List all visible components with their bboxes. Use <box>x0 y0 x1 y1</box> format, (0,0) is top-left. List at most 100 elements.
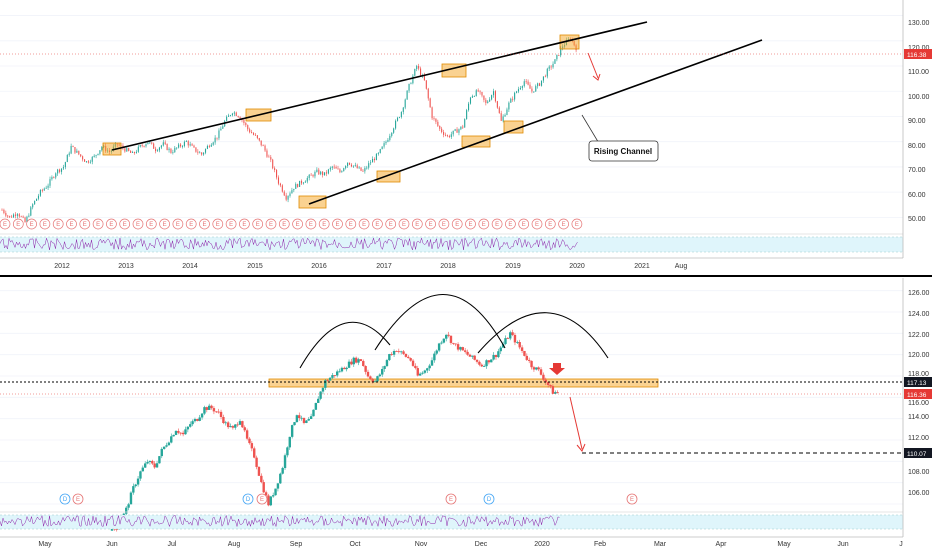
earnings-marker[interactable]: E <box>518 218 530 230</box>
candle-body <box>421 372 424 374</box>
earnings-marker[interactable]: E <box>491 218 503 230</box>
head-arc[interactable] <box>374 294 506 351</box>
bottom-candles[interactable] <box>110 329 559 532</box>
earnings-marker[interactable]: E <box>0 218 11 230</box>
earnings-marker[interactable]: E <box>52 218 64 230</box>
earnings-marker[interactable]: E <box>332 218 343 230</box>
earnings-marker[interactable]: E <box>225 218 237 230</box>
candle-body <box>480 364 483 367</box>
earnings-marker[interactable]: E <box>558 218 569 230</box>
earnings-marker[interactable]: E <box>72 493 84 505</box>
candle-body <box>30 207 32 216</box>
earnings-marker[interactable]: E <box>345 218 357 230</box>
candle-body <box>74 147 76 153</box>
event-letter: E <box>123 222 127 228</box>
candle-body <box>404 99 406 108</box>
candle-body <box>527 81 529 85</box>
candle-body <box>552 63 554 68</box>
bottom-price-pane[interactable]: D E D E E D E <box>0 278 932 548</box>
earnings-marker[interactable]: E <box>372 218 383 230</box>
candle-body <box>333 166 335 168</box>
right-shoulder-arc[interactable] <box>477 312 609 359</box>
candle-body <box>368 163 370 168</box>
candle-body <box>49 179 51 186</box>
earnings-marker[interactable]: E <box>265 218 277 230</box>
earnings-marker[interactable]: E <box>26 218 37 230</box>
bottom-x-axis[interactable]: May Jun Jul Aug Sep Oct Nov Dec 2020 Feb… <box>38 541 902 548</box>
candle-body <box>22 216 24 218</box>
top-price-pane[interactable]: Rising Channel E E E E E E E E E E E E E E E E E E E E E E E E E… <box>0 0 932 270</box>
earnings-marker[interactable]: E <box>505 218 516 230</box>
earnings-marker[interactable]: E <box>12 218 24 230</box>
earnings-marker[interactable]: E <box>305 218 317 230</box>
earnings-marker[interactable]: E <box>119 218 131 230</box>
top-candles[interactable] <box>1 37 577 224</box>
earnings-marker[interactable]: E <box>318 218 330 230</box>
earnings-marker[interactable]: E <box>159 218 170 230</box>
earnings-marker[interactable]: E <box>39 218 51 230</box>
bottom-y-axis[interactable]: 126.00 124.00 122.00 120.00 118.00 116.0… <box>908 290 930 497</box>
candle-body <box>494 354 498 358</box>
bottom-event-markers[interactable]: D E D E E D E <box>59 493 638 505</box>
earnings-marker[interactable]: E <box>132 218 144 230</box>
candle-body <box>16 214 18 216</box>
top-y-axis[interactable]: 130.00 120.00 110.00 100.00 90.00 80.00 … <box>908 20 930 223</box>
dividend-marker[interactable]: D <box>242 493 254 505</box>
earnings-marker[interactable]: E <box>445 493 457 505</box>
earnings-marker[interactable]: E <box>451 218 463 230</box>
left-shoulder-arc[interactable] <box>299 321 391 369</box>
earnings-marker[interactable]: E <box>172 218 184 230</box>
earnings-marker[interactable]: E <box>106 218 117 230</box>
earnings-marker[interactable]: E <box>531 218 543 230</box>
candle-body <box>60 168 63 172</box>
candle-body <box>295 184 297 189</box>
candle-body <box>249 129 251 133</box>
earnings-marker[interactable]: E <box>465 218 476 230</box>
top-x-axis[interactable]: 2012 2013 2014 2015 2016 2017 2018 2019 … <box>54 263 687 270</box>
earnings-marker[interactable]: E <box>185 218 197 230</box>
earnings-marker[interactable]: E <box>398 218 410 230</box>
earnings-marker[interactable]: E <box>438 218 450 230</box>
event-letter: D <box>63 497 68 503</box>
earnings-marker[interactable]: E <box>544 218 556 230</box>
y-tick: 100.00 <box>908 94 930 101</box>
earnings-circle <box>518 218 530 230</box>
earnings-marker[interactable]: E <box>292 218 303 230</box>
earnings-marker[interactable]: E <box>256 493 268 505</box>
dividend-marker[interactable]: D <box>483 493 495 505</box>
earnings-marker[interactable]: E <box>199 218 210 230</box>
earnings-marker[interactable]: E <box>66 218 77 230</box>
earnings-marker[interactable]: E <box>79 218 91 230</box>
candle-body <box>320 171 322 175</box>
candle-body <box>198 417 201 421</box>
earnings-marker[interactable]: E <box>278 218 290 230</box>
candle-body <box>425 80 427 89</box>
earnings-marker[interactable]: E <box>145 218 157 230</box>
earnings-marker[interactable]: E <box>571 218 583 230</box>
earnings-circle <box>0 218 11 230</box>
candle-body <box>7 215 9 217</box>
channel-lower-line[interactable] <box>308 39 763 205</box>
channel-upper-line[interactable] <box>111 21 648 151</box>
earnings-marker[interactable]: E <box>358 218 370 230</box>
earnings-marker[interactable]: E <box>626 493 638 505</box>
y-tick: 50.00 <box>908 216 926 223</box>
earnings-marker[interactable]: E <box>385 218 397 230</box>
candle-body <box>264 492 268 496</box>
candle-body <box>237 115 239 117</box>
earnings-marker[interactable]: E <box>478 218 490 230</box>
earnings-marker[interactable]: E <box>92 218 104 230</box>
candle-body <box>468 354 472 357</box>
earnings-marker[interactable]: E <box>252 218 264 230</box>
earnings-circle <box>239 218 250 230</box>
candle-body <box>554 59 556 64</box>
earnings-marker[interactable]: E <box>212 218 224 230</box>
earnings-marker[interactable]: E <box>425 218 436 230</box>
dividend-marker[interactable]: D <box>59 493 71 505</box>
rising-channel-callout[interactable]: Rising Channel <box>581 114 659 162</box>
earnings-marker[interactable]: E <box>411 218 423 230</box>
earnings-marker[interactable]: E <box>239 218 250 230</box>
